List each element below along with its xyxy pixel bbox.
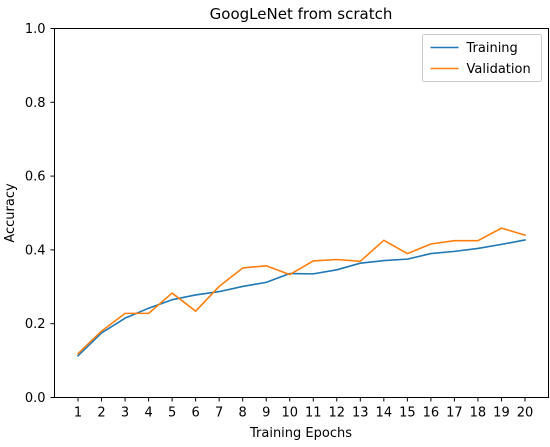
x-tick-label: 8 <box>239 406 247 421</box>
x-tick-label: 6 <box>192 406 200 421</box>
chart-title: GoogLeNet from scratch <box>210 5 393 23</box>
series-layer <box>78 228 525 356</box>
x-tick-label: 5 <box>168 406 176 421</box>
x-tick-label: 14 <box>376 406 393 421</box>
x-axis: 1 2 3 4 5 6 7 8 9 10 11 12 13 14 15 16 17 18 19 20 <box>74 398 533 421</box>
x-tick-label: 16 <box>423 406 440 421</box>
y-tick-label: 0.8 <box>25 96 46 111</box>
x-tick-label: 20 <box>517 406 534 421</box>
x-tick-label: 1 <box>74 406 82 421</box>
series-line-training <box>78 240 525 356</box>
x-tick-label: 13 <box>352 406 369 421</box>
x-axis-label: Training Epochs <box>249 426 352 441</box>
series-line-validation <box>78 228 525 353</box>
legend-label-validation: Validation <box>467 62 531 77</box>
x-tick-label: 11 <box>305 406 322 421</box>
x-tick-label: 19 <box>493 406 510 421</box>
x-tick-label: 15 <box>399 406 416 421</box>
plot-area-frame <box>55 29 549 398</box>
x-tick-label: 2 <box>97 406 105 421</box>
legend-label-training: Training <box>466 41 518 56</box>
y-axis: 0.0 0.2 0.4 0.6 0.8 1.0 <box>25 22 55 406</box>
x-tick-label: 3 <box>121 406 129 421</box>
y-tick-label: 0.2 <box>25 317 46 332</box>
y-axis-label: Accuracy <box>3 183 18 243</box>
legend: Training Validation <box>423 35 542 82</box>
x-tick-label: 7 <box>215 406 223 421</box>
y-tick-label: 0.4 <box>25 243 46 258</box>
x-tick-label: 4 <box>144 406 152 421</box>
x-tick-label: 9 <box>262 406 270 421</box>
x-tick-label: 12 <box>329 406 346 421</box>
x-tick-label: 17 <box>446 406 463 421</box>
y-tick-label: 0.0 <box>25 391 46 406</box>
y-tick-label: 1.0 <box>25 22 46 37</box>
x-tick-label: 10 <box>281 406 298 421</box>
y-tick-label: 0.6 <box>25 170 46 185</box>
x-tick-label: 18 <box>470 406 487 421</box>
